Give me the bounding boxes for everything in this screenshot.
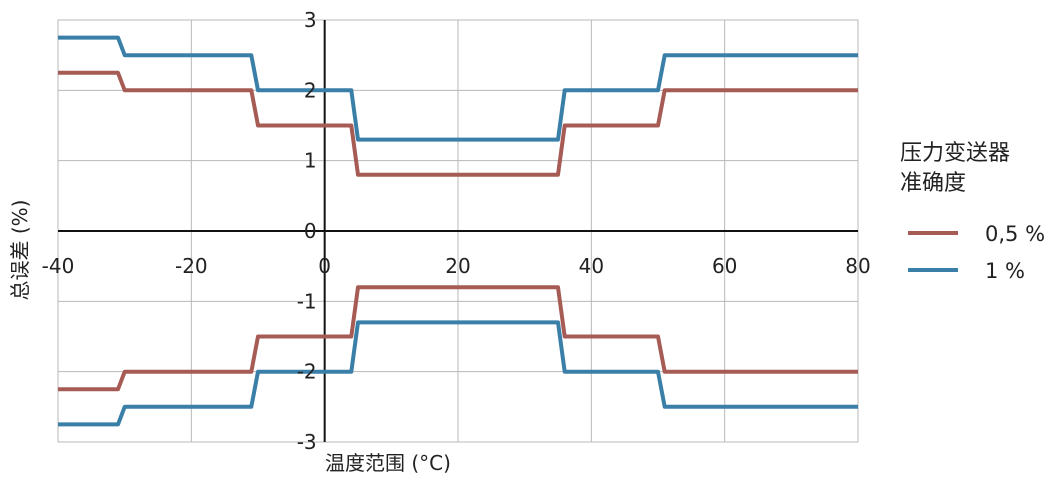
legend-title-line: 压力变送器 (900, 141, 1010, 166)
series-line-1-lower (58, 320, 858, 427)
y-tick-label: 1 (304, 149, 317, 173)
y-tick-label: 2 (304, 78, 317, 102)
y-tick-label: 0 (304, 219, 317, 243)
y-axis-label: 总误差 (%) (8, 200, 32, 301)
series-line-0-upper (58, 70, 858, 177)
y-tick-label: 3 (304, 8, 317, 32)
series-layer (58, 35, 858, 427)
series-line-1-upper (58, 35, 858, 142)
y-tick-label: -3 (297, 430, 317, 454)
y-tick-label: -1 (297, 289, 317, 313)
x-tick-label: 20 (445, 254, 470, 278)
legend-label: 1 % (985, 259, 1025, 283)
legend-title-line: 准确度 (900, 171, 966, 196)
series-line-0-lower (58, 285, 858, 392)
x-axis-label: 温度范围 (°C) (325, 451, 451, 475)
x-tick-label: 40 (579, 254, 604, 278)
legend-label: 0,5 % (985, 222, 1045, 246)
x-tick-label: 60 (712, 254, 737, 278)
x-tick-label: 80 (845, 254, 870, 278)
x-tick-label: 0 (318, 254, 331, 278)
x-tick-label: -40 (42, 254, 75, 278)
y-tick-label: -2 (297, 360, 317, 384)
x-tick-label: -20 (175, 254, 208, 278)
